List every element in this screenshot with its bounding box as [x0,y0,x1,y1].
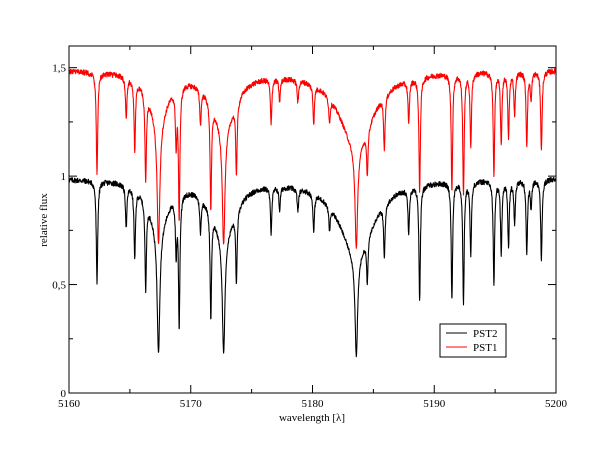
y-tick-label: 0,5 [52,280,66,292]
series-layer [68,68,557,358]
legend-label-pst2: PST2 [473,328,497,340]
series-line-pst1 [68,68,557,249]
x-tick-label: 5190 [423,398,446,410]
ticks-layer: 5160 5170 5180 5190 5200 0 0,5 1 1,5 [52,46,568,410]
plot-frame [68,45,557,394]
x-tick-label: 5160 [58,398,81,410]
legend-label-pst1: PST1 [473,342,497,354]
y-tick-label: 0 [61,388,67,400]
y-axis-label: relative flux [38,193,50,247]
x-tick-label: 5180 [302,398,325,410]
x-tick-label: 5170 [180,398,203,410]
x-axis-label: wavelength [λ] [279,412,345,424]
series-line-pst2 [68,176,557,358]
x-tick-label: 5200 [545,398,568,410]
y-tick-label: 1,5 [52,63,66,75]
legend: PST2 PST1 [439,323,507,358]
y-tick-label: 1 [61,171,67,183]
legend-box [439,323,507,358]
